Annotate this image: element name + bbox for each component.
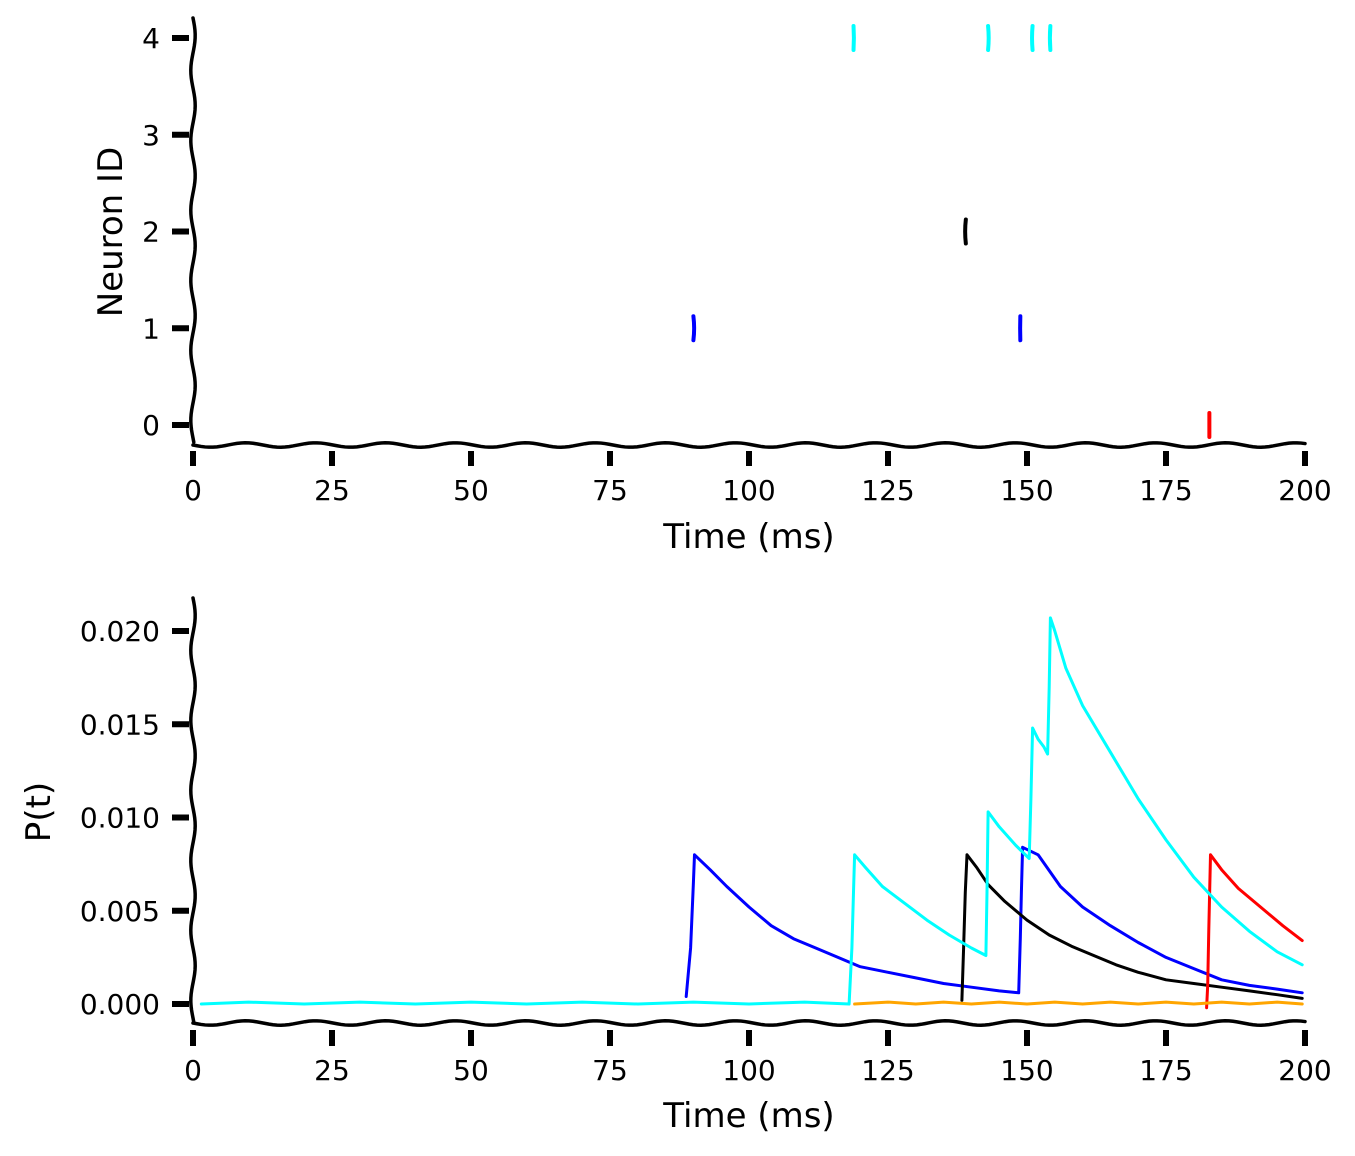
raster-y-ticks: 0 1 2 3 4 (142, 22, 189, 442)
probability-y-tick-label: 0.010 (80, 802, 160, 835)
spike-mark (963, 217, 968, 246)
raster-x-tick-label: 200 (1278, 474, 1331, 507)
probability-x-axis-line (191, 1019, 1307, 1027)
spike-mark (691, 314, 697, 343)
spike-mark (986, 24, 991, 52)
raster-x-tick-label: 150 (1000, 474, 1053, 507)
probability-y-tick-label: 0.020 (80, 615, 160, 648)
raster-x-tick-label: 50 (453, 474, 489, 507)
probability-trace (199, 616, 1304, 1006)
probability-x-axis-label: Time (ms) (662, 1096, 834, 1136)
raster-x-ticks: 0 25 50 75 100 125 150 175 200 (184, 451, 1332, 507)
probability-trace (960, 853, 1304, 1002)
raster-x-tick-label: 125 (861, 474, 914, 507)
probability-x-tick-label: 75 (592, 1054, 628, 1087)
raster-y-tick-label: 2 (142, 216, 160, 249)
probability-y-axis-line (189, 596, 197, 1024)
raster-x-tick-label: 25 (314, 474, 350, 507)
probability-trace (684, 845, 1304, 998)
probability-x-tick-label: 50 (453, 1054, 489, 1087)
raster-x-axis-label: Time (ms) (662, 517, 834, 557)
probability-y-axis-label: P(t) (19, 782, 59, 842)
spike-mark (1030, 24, 1035, 52)
probability-panel: 0.000 0.005 0.010 0.015 0.020 0 25 50 75 100 125 1… (19, 596, 1332, 1136)
probability-traces (199, 616, 1304, 1010)
raster-x-tick-label: 175 (1139, 474, 1192, 507)
probability-x-tick-label: 150 (1000, 1054, 1053, 1087)
probability-trace (853, 1000, 1304, 1006)
raster-y-tick-label: 1 (142, 312, 160, 345)
probability-x-tick-label: 25 (314, 1054, 350, 1087)
raster-x-tick-label: 0 (184, 474, 202, 507)
raster-panel: 0 1 2 3 4 0 25 50 75 100 125 150 175 200 Time (ms) N… (91, 16, 1332, 557)
raster-y-tick-label: 4 (142, 22, 160, 55)
probability-x-tick-label: 125 (861, 1054, 914, 1087)
probability-x-tick-label: 100 (722, 1054, 775, 1087)
probability-x-tick-label: 175 (1139, 1054, 1192, 1087)
raster-y-axis-label: Neuron ID (91, 147, 131, 318)
probability-y-tick-label: 0.005 (80, 895, 160, 928)
raster-y-axis-line (189, 16, 197, 444)
raster-x-tick-label: 75 (592, 474, 628, 507)
raster-spikes (691, 24, 1212, 439)
raster-x-tick-label: 100 (722, 474, 775, 507)
probability-trace (1205, 853, 1304, 1010)
probability-x-ticks: 0 25 50 75 100 125 150 175 200 (184, 1030, 1332, 1087)
probability-x-tick-label: 200 (1278, 1054, 1331, 1087)
raster-y-tick-label: 3 (142, 119, 160, 152)
raster-x-axis-line (191, 441, 1307, 449)
probability-y-tick-label: 0.015 (80, 708, 160, 741)
probability-y-tick-label: 0.000 (80, 988, 160, 1021)
raster-y-tick-label: 0 (142, 409, 160, 442)
probability-x-tick-label: 0 (184, 1054, 202, 1087)
probability-y-ticks: 0.000 0.005 0.010 0.015 0.020 (80, 615, 189, 1021)
